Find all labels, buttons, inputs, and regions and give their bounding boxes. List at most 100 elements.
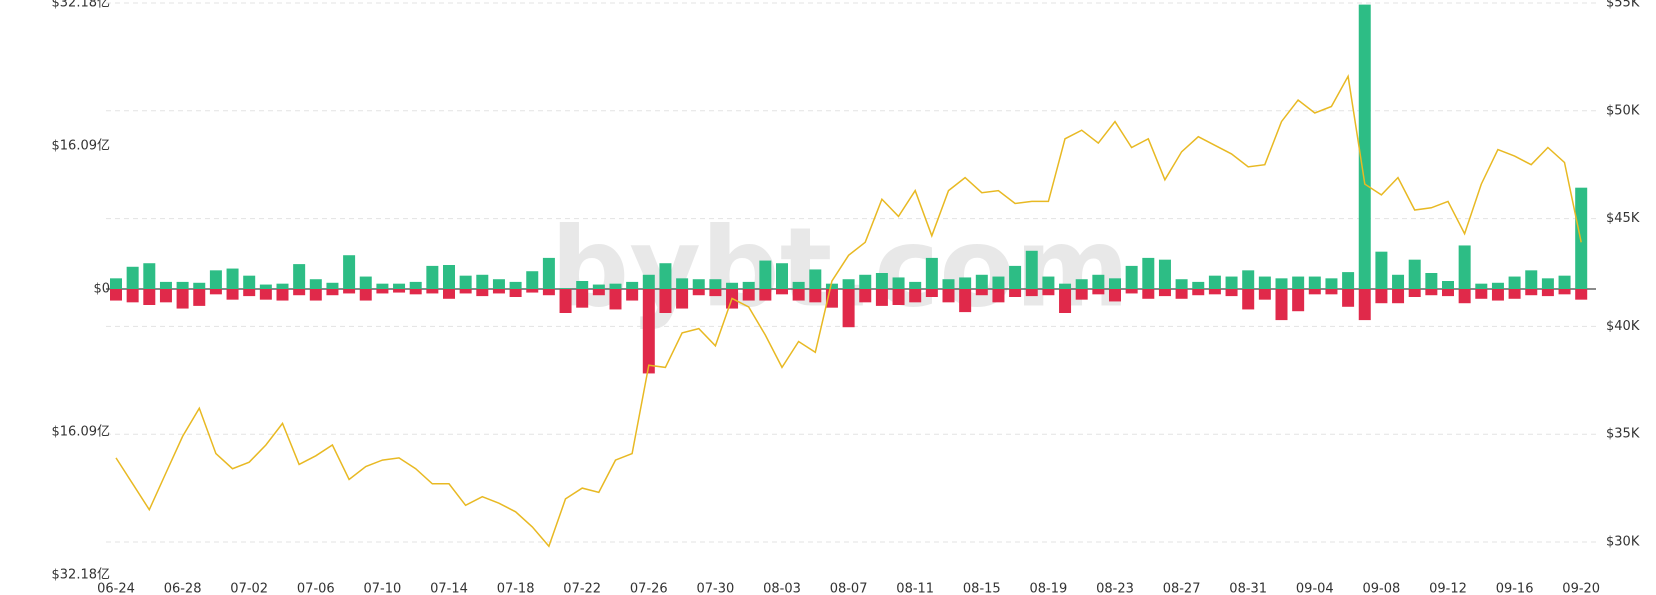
bar xyxy=(809,289,822,303)
bar xyxy=(359,276,372,289)
bar xyxy=(343,255,356,289)
bar xyxy=(326,289,339,296)
bar xyxy=(1358,289,1371,321)
bar xyxy=(592,284,605,289)
bar xyxy=(276,289,289,301)
x-tick-label: 09-12 xyxy=(1429,582,1467,595)
bar xyxy=(176,281,189,289)
x-tick-label: 06-24 xyxy=(97,582,135,595)
bar xyxy=(159,289,172,303)
bar xyxy=(1258,276,1271,289)
bar xyxy=(409,281,422,289)
bar xyxy=(559,289,572,313)
y2-tick-label: $30K xyxy=(1606,535,1640,550)
bar xyxy=(709,279,722,289)
bar xyxy=(1275,278,1288,289)
y2-tick-label: $35K xyxy=(1606,427,1640,442)
y2-tick-label: $45K xyxy=(1606,211,1640,226)
bar xyxy=(1308,276,1321,289)
bar xyxy=(509,289,522,297)
bar xyxy=(759,260,772,289)
bar xyxy=(676,289,689,309)
bar xyxy=(609,289,622,310)
bar xyxy=(376,283,389,289)
bar xyxy=(1158,289,1171,297)
bar xyxy=(1158,259,1171,289)
bar xyxy=(1075,279,1088,289)
bar xyxy=(875,289,888,306)
bar xyxy=(1558,275,1571,289)
y2-tick-label: $40K xyxy=(1606,319,1640,334)
bar xyxy=(659,263,672,289)
x-tick-label: 09-20 xyxy=(1562,582,1600,595)
bar xyxy=(492,279,505,289)
x-tick-label: 06-28 xyxy=(164,582,202,595)
bar xyxy=(259,289,272,300)
y-tick-label: $16.09亿 xyxy=(52,425,111,440)
bar xyxy=(925,289,938,297)
bar xyxy=(476,274,489,289)
x-tick-label: 07-02 xyxy=(230,582,268,595)
bar xyxy=(1208,289,1221,295)
bar xyxy=(526,289,539,293)
bar xyxy=(1042,276,1055,289)
bar xyxy=(1175,289,1188,299)
bar xyxy=(592,289,605,296)
x-tick-label: 07-06 xyxy=(297,582,335,595)
bar xyxy=(459,275,472,289)
bar xyxy=(825,283,838,289)
bar xyxy=(110,278,122,289)
bar xyxy=(1525,270,1538,289)
bar xyxy=(1175,279,1188,289)
bar xyxy=(542,257,555,289)
bar xyxy=(1475,289,1488,299)
x-tick-label: 08-27 xyxy=(1163,582,1201,595)
bar xyxy=(609,283,622,289)
bar xyxy=(1525,289,1538,296)
bar xyxy=(1109,278,1121,289)
bar xyxy=(226,268,239,289)
bar xyxy=(426,265,439,289)
bar xyxy=(676,278,689,289)
x-tick-label: 07-22 xyxy=(563,582,601,595)
bar xyxy=(276,283,289,289)
bar xyxy=(759,289,772,301)
y-tick-label: $0 xyxy=(93,282,110,297)
bar xyxy=(626,281,639,289)
bar xyxy=(1575,187,1588,289)
x-tick-label: 07-30 xyxy=(697,582,735,595)
bar xyxy=(859,289,872,303)
bar xyxy=(209,289,222,295)
bar xyxy=(1192,281,1205,289)
bar xyxy=(1059,283,1072,289)
bar xyxy=(1475,283,1488,289)
bar xyxy=(226,289,239,300)
bar xyxy=(1042,289,1055,296)
bar xyxy=(542,289,555,296)
bar xyxy=(975,274,988,289)
bar xyxy=(509,281,522,289)
bar xyxy=(293,289,306,296)
bar xyxy=(243,275,256,289)
bar xyxy=(925,257,938,289)
bar xyxy=(559,288,572,289)
x-tick-label: 08-19 xyxy=(1030,582,1068,595)
bar xyxy=(1458,245,1471,289)
bar xyxy=(193,282,206,289)
bar xyxy=(1059,289,1072,313)
bar xyxy=(992,289,1005,303)
bar xyxy=(143,263,156,289)
bar xyxy=(1025,250,1038,289)
bar xyxy=(909,281,922,289)
bar xyxy=(1392,289,1405,304)
bar xyxy=(1541,289,1554,297)
price-line xyxy=(115,74,1582,548)
x-tick-label: 08-15 xyxy=(963,582,1001,595)
bar xyxy=(776,263,788,289)
bar xyxy=(443,289,455,299)
bar xyxy=(1408,289,1421,297)
bar xyxy=(1458,289,1471,304)
bar xyxy=(792,281,805,289)
bar xyxy=(1192,289,1205,296)
